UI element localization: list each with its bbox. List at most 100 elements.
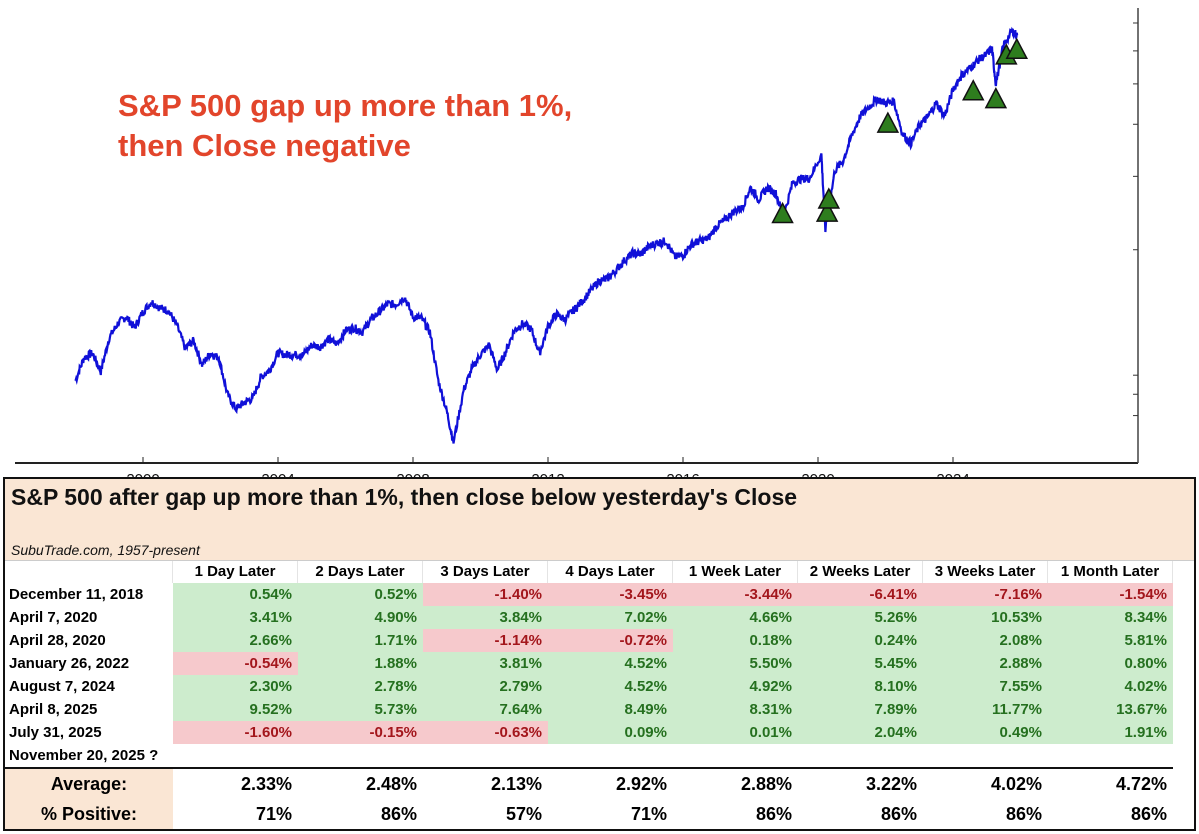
column-header: 2 Weeks Later bbox=[798, 561, 923, 583]
return-cell: 1.71% bbox=[298, 629, 423, 652]
return-cell: 3.41% bbox=[173, 606, 298, 629]
return-cell bbox=[1048, 744, 1173, 767]
average-value: 2.33% bbox=[173, 767, 298, 799]
return-cell: 0.01% bbox=[673, 721, 798, 744]
return-cell: 5.26% bbox=[798, 606, 923, 629]
return-cell: -1.14% bbox=[423, 629, 548, 652]
return-cell: 9.52% bbox=[173, 698, 298, 721]
return-cell: 2.79% bbox=[423, 675, 548, 698]
row-date-label: August 7, 2024 bbox=[9, 678, 115, 695]
return-cell: 1.91% bbox=[1048, 721, 1173, 744]
row-date-label: December 11, 2018 bbox=[9, 586, 144, 603]
return-cell: -1.60% bbox=[173, 721, 298, 744]
return-cell: 8.10% bbox=[798, 675, 923, 698]
signal-triangle-marker bbox=[876, 111, 900, 133]
positive-value: 86% bbox=[380, 804, 417, 824]
return-cell: 13.67% bbox=[1048, 698, 1173, 721]
return-cell: 8.34% bbox=[1048, 606, 1173, 629]
return-cell: 2.78% bbox=[298, 675, 423, 698]
return-cell: 4.52% bbox=[548, 652, 673, 675]
x-tick-label: 2000 bbox=[126, 471, 159, 477]
row-date-label: July 31, 2025 bbox=[9, 724, 102, 741]
x-tick-label: 2020 bbox=[801, 471, 834, 477]
return-cell: -6.41% bbox=[798, 583, 923, 606]
average-value: 4.02% bbox=[923, 767, 1048, 799]
row-date-label: January 26, 2022 bbox=[9, 655, 130, 672]
return-cell: -1.54% bbox=[1048, 583, 1173, 606]
return-cell: -3.45% bbox=[548, 583, 673, 606]
return-cell: 4.90% bbox=[298, 606, 423, 629]
return-cell: 3.81% bbox=[423, 652, 548, 675]
x-tick-label: 2024 bbox=[936, 471, 969, 477]
return-cell: -0.15% bbox=[298, 721, 423, 744]
corner-cell bbox=[5, 561, 173, 583]
return-cell: 4.92% bbox=[673, 675, 798, 698]
annotation-line-1: S&P 500 gap up more than 1%, bbox=[118, 88, 573, 123]
column-header: 3 Weeks Later bbox=[923, 561, 1048, 583]
return-cell bbox=[548, 744, 673, 767]
return-cell: 7.02% bbox=[548, 606, 673, 629]
average-value: 4.72% bbox=[1048, 767, 1173, 799]
x-tick-label: 2016 bbox=[666, 471, 699, 477]
column-header: 1 Day Later bbox=[173, 561, 298, 583]
positive-value: 86% bbox=[1130, 804, 1167, 824]
column-header: 2 Days Later bbox=[298, 561, 423, 583]
return-cell: 0.24% bbox=[798, 629, 923, 652]
column-header: 3 Days Later bbox=[423, 561, 548, 583]
average-label: Average: bbox=[5, 767, 173, 799]
return-cell: -7.16% bbox=[923, 583, 1048, 606]
return-cell: 2.04% bbox=[798, 721, 923, 744]
return-cell: 1.88% bbox=[298, 652, 423, 675]
return-cell: 7.55% bbox=[923, 675, 1048, 698]
average-value: 2.48% bbox=[298, 767, 423, 799]
return-cell: 0.09% bbox=[548, 721, 673, 744]
return-cell bbox=[673, 744, 798, 767]
signal-triangle-marker bbox=[771, 201, 794, 224]
return-cell: 0.18% bbox=[673, 629, 798, 652]
return-cell: 2.66% bbox=[173, 629, 298, 652]
return-cell: 2.08% bbox=[923, 629, 1048, 652]
return-cell: 8.49% bbox=[548, 698, 673, 721]
x-tick-label: 2004 bbox=[261, 471, 294, 477]
return-cell: 0.80% bbox=[1048, 652, 1173, 675]
table-header: S&P 500 after gap up more than 1%, then … bbox=[5, 479, 1194, 561]
row-date-label: April 7, 2020 bbox=[9, 609, 98, 626]
positive-value: 86% bbox=[880, 804, 917, 824]
return-cell: 3.84% bbox=[423, 606, 548, 629]
positive-value: 86% bbox=[1005, 804, 1042, 824]
return-cell bbox=[798, 744, 923, 767]
row-date-label: November 20, 2025 ? bbox=[9, 747, 159, 764]
average-value: 3.22% bbox=[798, 767, 923, 799]
return-cell: 4.66% bbox=[673, 606, 798, 629]
return-cell: -0.54% bbox=[173, 652, 298, 675]
average-value: 2.92% bbox=[548, 767, 673, 799]
positive-value: 71% bbox=[255, 804, 292, 824]
return-cell: 7.64% bbox=[423, 698, 548, 721]
average-value: 2.13% bbox=[423, 767, 548, 799]
x-tick-label: 2008 bbox=[396, 471, 429, 477]
return-cell: -1.40% bbox=[423, 583, 548, 606]
return-cell: 0.52% bbox=[298, 583, 423, 606]
return-cell: -0.72% bbox=[548, 629, 673, 652]
return-cell: 4.52% bbox=[548, 675, 673, 698]
row-date-label: April 8, 2025 bbox=[9, 701, 98, 718]
sp500-price-line bbox=[74, 26, 1019, 444]
return-cell: 10.53% bbox=[923, 606, 1048, 629]
return-cell: 5.73% bbox=[298, 698, 423, 721]
signal-triangle-marker bbox=[817, 187, 841, 209]
positive-value: 71% bbox=[630, 804, 667, 824]
average-value: 2.88% bbox=[673, 767, 798, 799]
return-cell bbox=[298, 744, 423, 767]
return-cell bbox=[923, 744, 1048, 767]
row-date-label: April 28, 2020 bbox=[9, 632, 106, 649]
return-cell: -3.44% bbox=[673, 583, 798, 606]
return-cell: 2.88% bbox=[923, 652, 1048, 675]
column-header: 1 Month Later bbox=[1048, 561, 1173, 583]
column-header: 4 Days Later bbox=[548, 561, 673, 583]
return-cell: 5.81% bbox=[1048, 629, 1173, 652]
signal-triangle-marker bbox=[815, 200, 839, 222]
signal-triangle-marker bbox=[962, 79, 985, 101]
return-cell bbox=[173, 744, 298, 767]
table-title: S&P 500 after gap up more than 1%, then … bbox=[11, 484, 798, 510]
chart-annotation: S&P 500 gap up more than 1%, then Close … bbox=[118, 86, 572, 166]
